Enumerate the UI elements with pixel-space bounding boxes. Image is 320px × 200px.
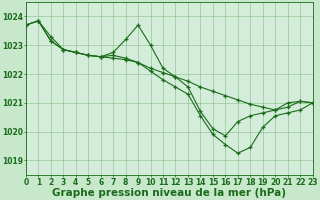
X-axis label: Graphe pression niveau de la mer (hPa): Graphe pression niveau de la mer (hPa)	[52, 188, 286, 198]
